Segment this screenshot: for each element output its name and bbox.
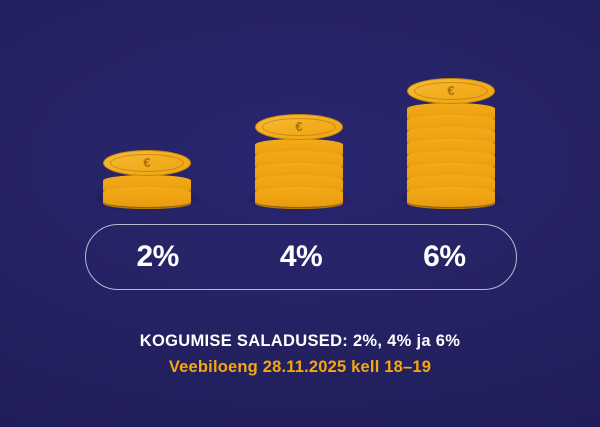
coin-inner-ring <box>414 82 488 100</box>
rate-pill: 2% 4% 6% <box>85 224 517 290</box>
caption-block: KOGUMISE SALADUSED: 2%, 4% ja 6% Veebilo… <box>0 330 600 378</box>
coin-inner-ring <box>110 154 184 172</box>
stack-coins: € <box>103 150 191 209</box>
coin-stack-2-percent: € <box>95 150 199 209</box>
coin-stacks-illustration: € € <box>0 55 600 209</box>
rate-label-6: 6% <box>423 240 466 273</box>
coin-stack-4-percent: € <box>247 114 351 209</box>
euro-icon: € <box>447 83 455 98</box>
headline-text: KOGUMISE SALADUSED: 2%, 4% ja 6% <box>139 332 461 350</box>
coin-top-face: € <box>255 114 343 140</box>
stack-coins: € <box>407 78 495 209</box>
euro-icon: € <box>295 119 303 134</box>
coin-top-face: € <box>407 78 495 104</box>
stack-coins: € <box>255 114 343 209</box>
coin-inner-ring <box>262 118 336 136</box>
rate-label-2: 2% <box>136 240 179 273</box>
rate-label-4: 4% <box>279 240 323 273</box>
coin-top-face: € <box>103 150 191 176</box>
subline-text: Veebiloeng 28.11.2025 kell 18–19 <box>168 358 432 376</box>
euro-icon: € <box>143 155 151 170</box>
coin-disc <box>255 187 343 209</box>
coin-disc <box>103 187 191 209</box>
coin-stack-6-percent: € <box>399 78 503 209</box>
coin-disc <box>407 187 495 209</box>
